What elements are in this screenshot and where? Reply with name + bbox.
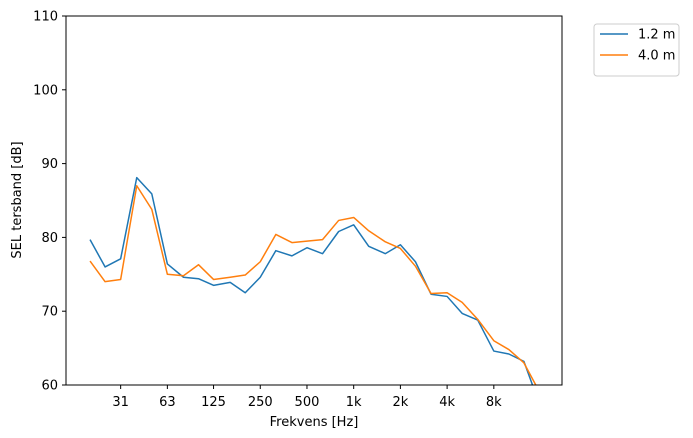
series-line-2 (89, 184, 537, 385)
plot-area (66, 16, 562, 385)
x-tick-label: 250 (248, 395, 273, 410)
legend-label-1: 1.2 m (638, 28, 675, 43)
plot-frame (65, 15, 563, 386)
legend-label-2: 4.0 m (638, 49, 675, 64)
x-axis-label: Frekvens [Hz] (270, 415, 359, 430)
y-tick-label: 110 (33, 10, 58, 25)
x-tick-label: 4k (439, 395, 455, 410)
x-tick-label: 63 (159, 395, 176, 410)
legend: 1.2 m 4.0 m (593, 23, 680, 77)
x-tick-label: 125 (201, 395, 226, 410)
y-tick-label: 70 (41, 305, 58, 320)
x-tick-label: 2k (392, 395, 408, 410)
y-tick-label: 100 (33, 83, 58, 98)
x-tick-label: 1k (346, 395, 362, 410)
series-line-1 (89, 176, 534, 385)
x-tick-label: 31 (112, 395, 129, 410)
x-tick-label: 500 (295, 395, 320, 410)
y-tick-label: 80 (41, 231, 58, 246)
legend-box (593, 23, 680, 77)
x-tick-label: 8k (486, 395, 502, 410)
y-tick-label: 60 (41, 379, 58, 394)
y-tick-label: 90 (41, 157, 58, 172)
y-axis-label: SEL tersband [dB] (10, 141, 25, 258)
